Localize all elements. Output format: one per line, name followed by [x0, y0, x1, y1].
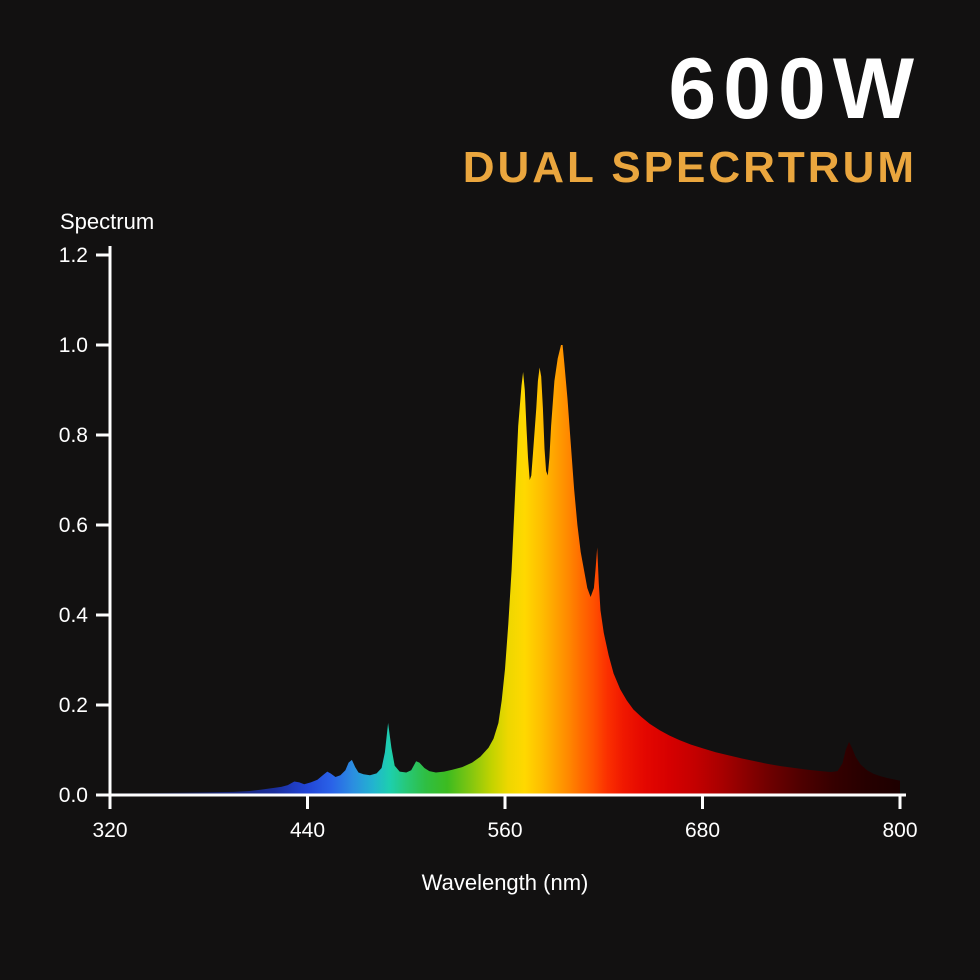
y-axis-title: Spectrum — [60, 209, 155, 234]
y-tick-label: 0.6 — [59, 514, 88, 537]
x-tick-label: 440 — [290, 819, 325, 842]
x-tick-label: 680 — [685, 819, 720, 842]
y-tick-label: 0.2 — [59, 694, 88, 717]
y-tick-label: 1.2 — [59, 244, 88, 267]
y-tick-label: 0.8 — [59, 424, 88, 447]
wattage-title: 600W — [668, 41, 921, 137]
x-tick-label: 320 — [92, 819, 127, 842]
x-axis-title: Wavelength (nm) — [421, 870, 589, 895]
y-tick-label: 1.0 — [59, 334, 88, 357]
y-tick-label: 0.4 — [59, 604, 89, 627]
x-tick-label: 800 — [882, 819, 917, 842]
x-tick-label: 560 — [487, 819, 522, 842]
header: 600W DUAL SPECRTRUM — [463, 46, 914, 190]
y-tick-label: 0.0 — [59, 784, 88, 807]
dual-spectrum-subtitle: DUAL SPECRTRUM — [462, 143, 917, 192]
spectrum-area — [110, 345, 900, 795]
